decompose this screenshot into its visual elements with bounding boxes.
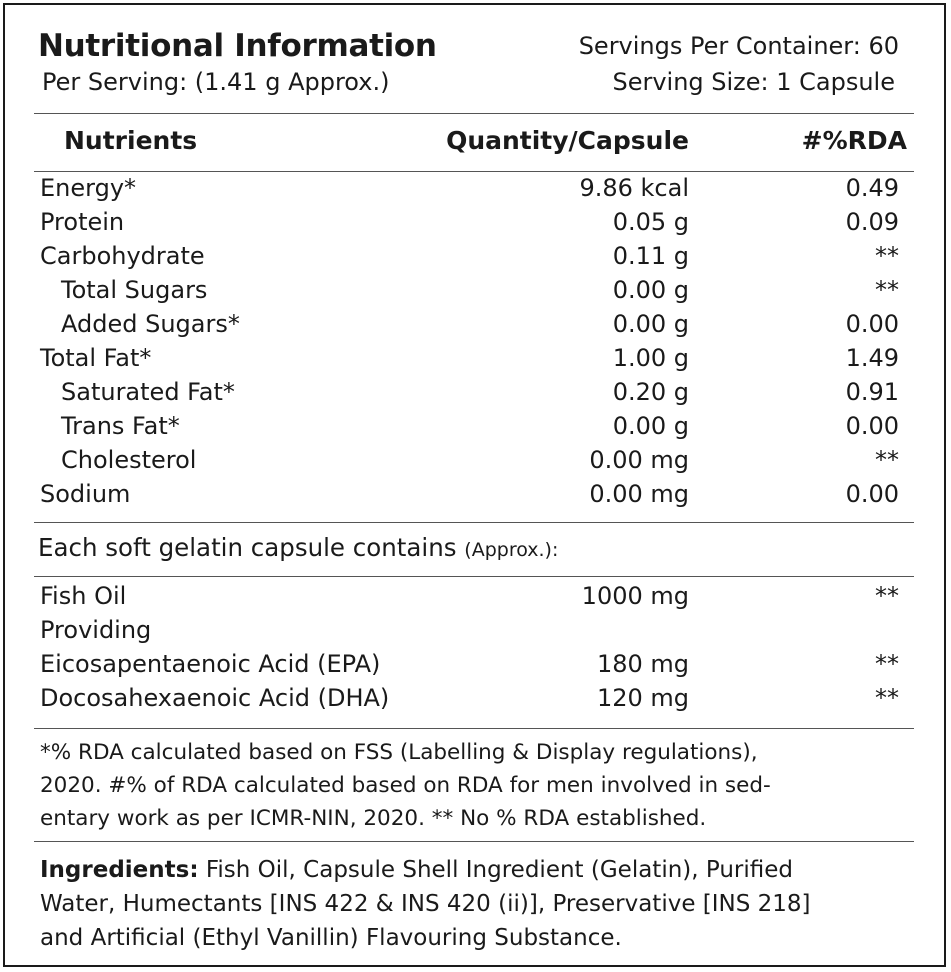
nutrient-qty: 0.20 g (612, 378, 689, 406)
nutrient-qty: 0.00 g (612, 310, 689, 338)
table-row: Saturated Fat* 0.20 g 0.91 (0, 378, 951, 412)
capsule-ingredient-name: Docosahexaenoic Acid (DHA) (40, 684, 390, 712)
nutrient-name: Cholesterol (61, 446, 197, 474)
capsule-ingredient-name: Eicosapentaenoic Acid (EPA) (40, 650, 381, 678)
divider-top (34, 113, 914, 114)
table-row: Carbohydrate 0.11 g ** (0, 242, 951, 276)
capsule-ingredient-rda: ** (875, 684, 899, 712)
nutrient-name: Sodium (40, 480, 131, 508)
capsule-ingredient-qty: 180 mg (596, 650, 689, 678)
col-quantity: Quantity/Capsule (446, 126, 689, 155)
footnote-line: *% RDA calculated based on FSS (Labellin… (40, 740, 758, 765)
capsule-ingredient-qty: 120 mg (596, 684, 689, 712)
table-row: Trans Fat* 0.00 g 0.00 (0, 412, 951, 446)
nutrient-rda: 0.09 (845, 208, 899, 236)
table-row: Total Sugars 0.00 g ** (0, 276, 951, 310)
servings-per-container: Servings Per Container: 60 (578, 32, 899, 60)
capsule-ingredient-name: Fish Oil (40, 582, 127, 610)
divider-header (34, 171, 914, 172)
table-row: Sodium 0.00 mg 0.00 (0, 480, 951, 514)
rda-footnote: *% RDA calculated based on FSS (Labellin… (40, 736, 920, 835)
table-row: Protein 0.05 g 0.09 (0, 208, 951, 242)
table-row: Added Sugars* 0.00 g 0.00 (0, 310, 951, 344)
divider-footnote (34, 728, 914, 729)
nutrient-rda: 0.91 (845, 378, 899, 406)
nutrient-name: Total Sugars (61, 276, 208, 304)
nutrient-qty: 1.00 g (612, 344, 689, 372)
ingredients-text: Fish Oil, Capsule Shell Ingredient (Gela… (198, 857, 794, 883)
nutrient-rda: 0.49 (845, 174, 899, 202)
nutrient-qty: 0.00 g (612, 412, 689, 440)
divider-nutrients (34, 522, 914, 523)
capsule-heading: Each soft gelatin capsule contains (Appr… (38, 533, 558, 562)
capsule-ingredient-rda: ** (875, 582, 899, 610)
per-serving: Per Serving: (1.41 g Approx.) (42, 68, 390, 96)
nutrient-name: Carbohydrate (40, 242, 205, 270)
panel-title: Nutritional Information (38, 28, 437, 64)
nutrient-qty: 0.11 g (612, 242, 689, 270)
nutrient-name: Trans Fat* (61, 412, 180, 440)
table-row: Energy* 9.86 kcal 0.49 (0, 174, 951, 208)
ingredients-line: Ingredients: Fish Oil, Capsule Shell Ing… (40, 853, 920, 887)
footnote-line: entary work as per ICMR-NIN, 2020. ** No… (40, 806, 707, 831)
serving-size: Serving Size: 1 Capsule (612, 68, 895, 96)
nutrient-name: Saturated Fat* (61, 378, 235, 406)
nutrient-rda: 1.49 (845, 344, 899, 372)
nutrient-name: Energy* (40, 174, 137, 202)
list-item: Eicosapentaenoic Acid (EPA) 180 mg ** (0, 650, 951, 684)
capsule-ingredient-name: Providing (40, 616, 152, 644)
capsule-ingredient-qty: 1000 mg (581, 582, 689, 610)
capsule-ingredient-rda: ** (875, 650, 899, 678)
capsule-heading-text: Each soft gelatin capsule contains (38, 533, 457, 562)
col-rda: #%RDA (801, 126, 907, 155)
ingredients-line: Water, Humectants [INS 422 & INS 420 (ii… (40, 891, 811, 917)
nutrient-rda: 0.00 (845, 480, 899, 508)
divider-ingredients (34, 841, 914, 842)
nutrient-rda: 0.00 (845, 310, 899, 338)
nutrient-qty: 0.00 mg (589, 446, 689, 474)
capsule-heading-note: (Approx.): (464, 539, 559, 561)
footnote-line: 2020. #% of RDA calculated based on RDA … (40, 773, 771, 798)
list-item: Providing (0, 616, 951, 650)
nutrient-qty: 9.86 kcal (579, 174, 689, 202)
ingredients-line: and Artificial (Ethyl Vanillin) Flavouri… (40, 925, 622, 951)
nutrition-panel (3, 3, 946, 967)
list-item: Docosahexaenoic Acid (DHA) 120 mg ** (0, 684, 951, 718)
nutrient-rda: 0.00 (845, 412, 899, 440)
table-row: Total Fat* 1.00 g 1.49 (0, 344, 951, 378)
nutrient-name: Total Fat* (40, 344, 152, 372)
list-item: Fish Oil 1000 mg ** (0, 582, 951, 616)
nutrient-qty: 0.00 mg (589, 480, 689, 508)
ingredients-statement: Ingredients: Fish Oil, Capsule Shell Ing… (40, 853, 920, 955)
nutrient-qty: 0.05 g (612, 208, 689, 236)
nutrient-rda: ** (875, 276, 899, 304)
divider-capsule (34, 576, 914, 577)
nutrient-rda: ** (875, 446, 899, 474)
nutrient-name: Added Sugars* (61, 310, 240, 338)
ingredients-label: Ingredients: (40, 857, 199, 883)
nutrient-name: Protein (40, 208, 125, 236)
nutrient-rda: ** (875, 242, 899, 270)
table-row: Cholesterol 0.00 mg ** (0, 446, 951, 480)
nutrient-qty: 0.00 g (612, 276, 689, 304)
col-nutrients: Nutrients (64, 126, 198, 155)
